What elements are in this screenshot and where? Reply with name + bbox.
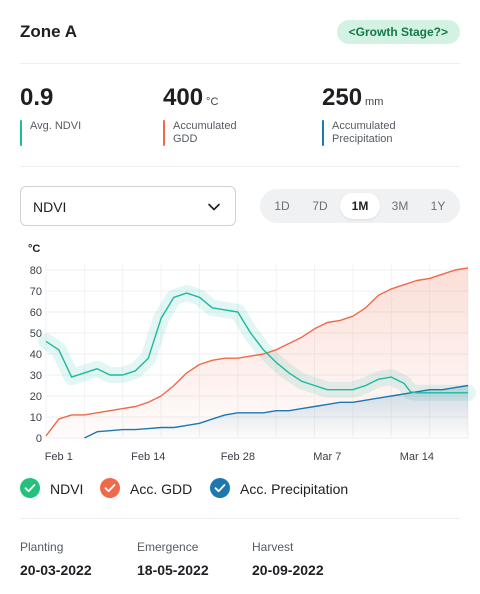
date-emergence: Emergence 18-05-2022 <box>137 540 209 578</box>
legend-label: NDVI <box>50 481 84 497</box>
growth-stage-badge[interactable]: <Growth Stage?> <box>336 20 460 44</box>
metric-label-line-1: Accumulated <box>173 120 237 132</box>
metric-value: 400 <box>163 84 204 111</box>
divider <box>20 166 460 167</box>
metric-label-line-2: Precipitation <box>332 133 393 145</box>
metric-unit: °C <box>206 96 219 108</box>
date-value: 20-03-2022 <box>20 562 92 578</box>
y-tick-label: 30 <box>30 370 42 382</box>
divider <box>20 518 460 519</box>
metric-label: Avg. NDVI <box>30 120 82 132</box>
date-label: Emergence <box>137 540 199 554</box>
range-7d[interactable]: 7D <box>312 199 328 213</box>
x-tick-label: Feb 28 <box>221 451 255 463</box>
metric-unit: mm <box>365 96 384 108</box>
metric-ndvi: 0.9 Avg. NDVI <box>20 84 81 146</box>
chart: 0 10 20 30 40 50 60 70 80 °C Feb 1 Feb 14 Feb 28 Mar … <box>28 243 476 463</box>
metric-select[interactable]: NDVI <box>20 186 236 226</box>
date-label: Harvest <box>252 540 294 554</box>
metric-label-line-1: Accumulated <box>332 120 396 132</box>
y-tick-label: 10 <box>30 412 42 424</box>
metric-gdd: 400 °C Accumulated GDD <box>163 84 237 146</box>
check-icon <box>20 478 40 498</box>
y-tick-label: 80 <box>30 265 42 277</box>
y-tick-label: 60 <box>30 307 42 319</box>
metric-select-value: NDVI <box>33 199 67 215</box>
metric-color-bar <box>20 120 22 146</box>
date-harvest: Harvest 20-09-2022 <box>252 540 324 578</box>
precipitation-line <box>84 384 469 439</box>
zone-title: Zone A <box>20 22 77 41</box>
x-tick-label: Feb 1 <box>45 451 73 463</box>
x-tick-label: Mar 7 <box>313 451 341 463</box>
range-1m[interactable]: 1M <box>340 193 380 219</box>
x-tick-label: Mar 14 <box>400 451 434 463</box>
ndvi-line <box>45 292 468 394</box>
header: Zone A <Growth Stage?> <box>20 18 460 46</box>
date-planting: Planting 20-03-2022 <box>20 540 92 578</box>
y-tick-label: 0 <box>36 433 42 445</box>
y-tick-label: 40 <box>30 349 42 361</box>
gdd-line <box>45 267 469 437</box>
y-tick-label: 50 <box>30 328 42 340</box>
range-1d[interactable]: 1D <box>274 199 290 213</box>
precipitation-area <box>84 385 469 438</box>
metric-color-bar <box>163 120 165 146</box>
metric-color-bar <box>322 120 324 146</box>
y-tick-label: 70 <box>30 286 42 298</box>
date-value: 20-09-2022 <box>252 562 324 578</box>
y-tick-label: 20 <box>30 391 42 403</box>
x-tick-label: Feb 14 <box>131 451 165 463</box>
divider <box>20 63 460 64</box>
y-axis-unit-label: °C <box>28 243 40 255</box>
legend-label: Acc. GDD <box>130 481 193 497</box>
time-range-selector: 1D 7D 1M 3M 1Y <box>260 189 460 223</box>
chevron-down-icon <box>207 200 221 219</box>
metric-precipitation: 250 mm Accumulated Precipitation <box>322 84 396 146</box>
legend-label: Acc. Precipitation <box>240 481 349 497</box>
metric-label-line-2: GDD <box>173 133 198 145</box>
date-label: Planting <box>20 540 64 554</box>
date-value: 18-05-2022 <box>137 562 209 578</box>
check-icon <box>210 478 230 498</box>
check-icon <box>100 478 120 498</box>
range-1y[interactable]: 1Y <box>430 199 446 213</box>
metric-value: 0.9 <box>20 84 54 111</box>
range-3m[interactable]: 3M <box>391 199 409 213</box>
metric-value: 250 <box>322 84 363 111</box>
